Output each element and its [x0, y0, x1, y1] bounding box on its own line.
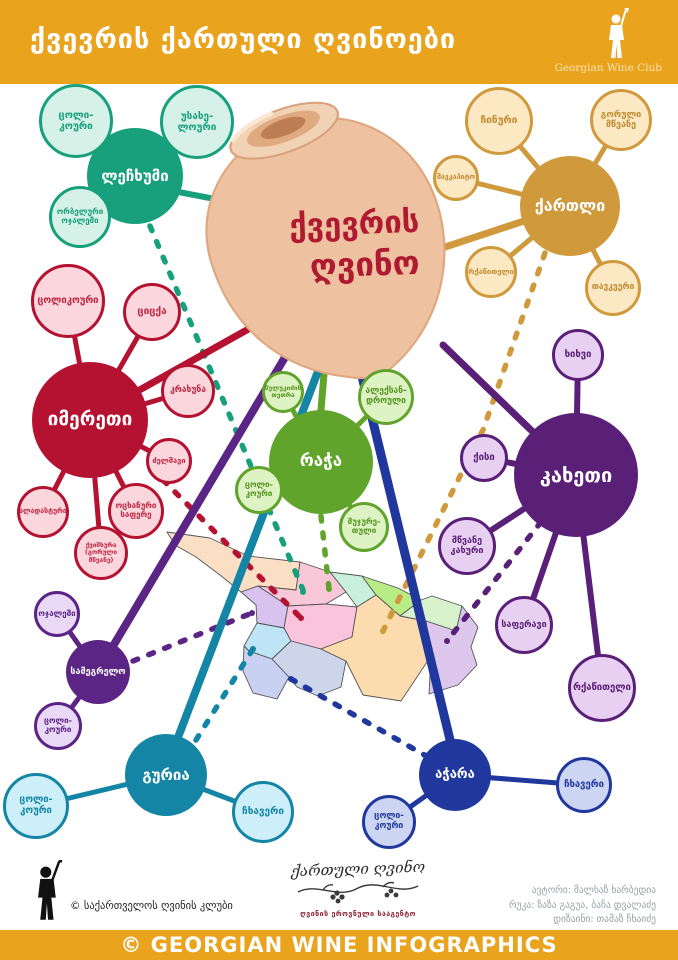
grape-ojaleshi: ოჯალეში — [34, 591, 80, 637]
wine-agency-logo-subtitle: ღვინის ეროვნული სააგენტო — [300, 910, 416, 918]
link-kakheti-region — [444, 519, 544, 644]
hub-kartli: ქართლი — [520, 156, 620, 256]
credit-design: დიზაინი: თამაზ ჩხაიძე — [553, 914, 656, 926]
grape-tavkveri: თავკვერი — [585, 260, 641, 316]
grape-krakhuna: კრახუნა — [161, 364, 215, 418]
hub-samegrelo: სამეგრელო — [66, 640, 130, 704]
grape-usakhelouri: უსახე-ლოური — [160, 85, 234, 159]
grape-chinuri: ჩინური — [465, 87, 533, 155]
grape-aladasturi: ალადასტური — [17, 486, 69, 538]
hub-adjara: აჭარა — [419, 739, 491, 811]
grape-otskhanuri-sapere: ოცხანური საფერე — [108, 483, 164, 539]
hub-imereti-label: იმერეთი — [47, 408, 133, 431]
grape-orbeluri-ojaleshi: ორბელური ოჯალეში — [49, 186, 111, 248]
hub-lechkhumi-label: ლეჩხუმი — [101, 166, 169, 185]
hub-racha: რაჭა — [269, 410, 373, 514]
hub-kakheti-label: კახეთი — [539, 462, 613, 487]
hub-guria-label: გურია — [142, 765, 190, 784]
banner-text: © GEORGIAN WINE INFOGRAPHICS — [120, 933, 558, 957]
link-lechkhumi-region — [147, 223, 306, 593]
grape-rkatsiteli-kartli: რქაწითელი — [465, 246, 517, 298]
link-guria-region — [193, 646, 256, 743]
club-name: Georgian Wine Club — [554, 62, 662, 74]
credits-block: ავტორი: მალხაზ ხარბედია რუკა: ზაზა გაგუა… — [509, 884, 656, 928]
winemaker-figure-icon — [609, 8, 629, 58]
hub-racha-label: რაჭა — [299, 451, 343, 472]
wine-club-credit: © საქართველოს ღვინის კლუბი — [70, 900, 233, 912]
credit-map: რუკა: ზაზა გაგუა, ბაჩა დვალაძე — [508, 899, 656, 911]
grape-chkhaveri-guria: ჩხავერი — [232, 781, 294, 843]
grape-mujuretuli: მუჯურე-თული — [339, 502, 389, 552]
hub-kakheti: კახეთი — [514, 413, 638, 537]
grape-tsulukidzis-tetra: წულუკიძის თეთრა — [262, 371, 304, 413]
banner-bar: © GEORGIAN WINE INFOGRAPHICS — [0, 930, 678, 960]
credit-author: ავტორი: მალხაზ ხარბედია — [531, 885, 656, 896]
grape-kisi: ქისი — [460, 434, 508, 482]
grape-shavkapito: შავკაპიტო — [433, 155, 479, 201]
hub-samegrelo-label: სამეგრელო — [70, 666, 126, 677]
georgia-map — [166, 531, 479, 702]
grape-dzelshavi: ძელშავი — [146, 438, 192, 484]
hub-adjara-label: აჭარა — [435, 766, 475, 782]
qvevri-title-line2: ღვინო — [309, 242, 421, 286]
grape-tsolikouri-samegrelo: ცოლი-კოური — [34, 702, 82, 750]
poster-title: ქვევრის ქართული ღვინოები — [30, 24, 457, 55]
grape-tsolikouri-lechkhumi: ცოლი-კოური — [39, 84, 113, 158]
grape-goruli-mtsvane: გორული მწვანე — [590, 89, 652, 151]
link-samegrelo-region — [130, 610, 255, 664]
link-imereti-region — [148, 465, 304, 621]
grape-tsolikouri-guria: ცოლი-კოური — [3, 773, 69, 839]
grape-rkatsiteli-kakheti: რქაწითელი — [568, 654, 636, 722]
grapevine-icon — [297, 881, 419, 904]
qvevri-illustration — [205, 101, 446, 380]
grape-mtsvane-kakhuri: მწვანე კახური — [438, 517, 496, 575]
hub-kartli-label: ქართლი — [534, 196, 606, 216]
hub-guria: გურია — [125, 734, 207, 816]
link-kartli-region — [380, 250, 548, 634]
grape-tsitska: ციცქა — [123, 283, 181, 341]
grape-khikhvi: ხიხვი — [552, 329, 604, 381]
grape-aleksandrouli: ალექსან-დროული — [358, 369, 414, 425]
header-bar: ქვევრის ქართული ღვინოები Georgian Wine C… — [0, 0, 678, 84]
wine-club-figure-icon — [38, 860, 63, 920]
map-region-dots — [249, 586, 450, 682]
grape-tsolikouri-adjara: ცოლი-კოური — [362, 795, 416, 849]
grape-saperavi: საფერავი — [495, 596, 553, 654]
qvevri-title-line1: ქვევრის — [288, 203, 420, 245]
wine-agency-logo: ქართული ღვინო ღვინის ეროვნული სააგენტო — [278, 858, 438, 918]
grape-tsolikouri-imereti: ცოლიკოური — [31, 264, 105, 338]
grape-chkhaveri-adjara: ჩხავერი — [556, 757, 612, 813]
qvevri-title: ქვევრის ღვინო — [261, 203, 450, 287]
grape-kvishkhura: ქვიშხურა (გორული მწვანე) — [74, 526, 128, 580]
hub-imereti: იმერეთი — [32, 362, 148, 478]
dashed-region-links — [130, 223, 548, 760]
link-racha-region — [318, 513, 332, 592]
grape-tsolikouri-racha: ცოლი-კოური — [235, 466, 283, 514]
